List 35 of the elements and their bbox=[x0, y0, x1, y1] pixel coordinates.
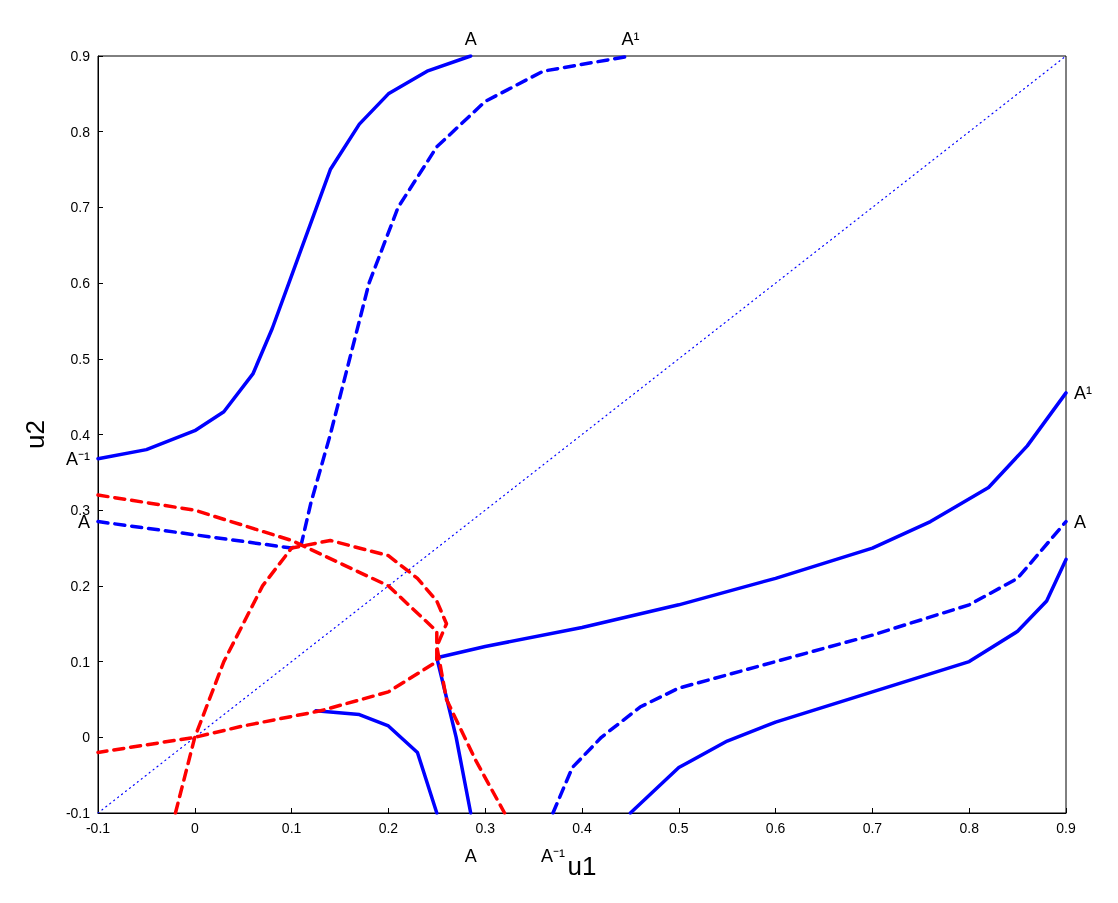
y-tick-label: 0.4 bbox=[70, 426, 91, 443]
x-tick-label: 0.2 bbox=[378, 820, 399, 836]
y-tick-label: 0.1 bbox=[70, 653, 91, 670]
x-tick-label: 0.6 bbox=[765, 820, 786, 836]
x-tick-label: 0.3 bbox=[475, 820, 496, 836]
x-axis-title: u1 bbox=[567, 851, 597, 881]
annotation: A⁻¹ bbox=[66, 448, 91, 469]
x-tick-label: 0.7 bbox=[862, 820, 883, 836]
y-tick-label: 0 bbox=[82, 729, 91, 746]
annotation: A bbox=[464, 846, 477, 866]
y-tick-label: 0.7 bbox=[70, 199, 91, 216]
annotation: A bbox=[464, 29, 477, 49]
annotation: A bbox=[1074, 511, 1087, 532]
y-tick-label: 0.5 bbox=[70, 350, 91, 367]
x-tick-label: 0.1 bbox=[281, 820, 302, 836]
annotation: A¹ bbox=[1074, 382, 1093, 403]
x-tick-label: 0.9 bbox=[1056, 820, 1076, 836]
line-series bbox=[96, 54, 473, 461]
x-tick-label: 0 bbox=[190, 820, 199, 836]
x-tick-label: 0.4 bbox=[572, 820, 592, 836]
y-tick-label: 0.9 bbox=[70, 48, 91, 64]
annotation: A⁻¹ bbox=[540, 846, 565, 866]
x-tick-label: 0.8 bbox=[959, 820, 980, 836]
y-tick-label: 0.6 bbox=[70, 275, 91, 292]
y-tick-label: 0.8 bbox=[70, 123, 91, 140]
y-axis-title: u2 bbox=[20, 420, 50, 449]
x-tick-label: -0.1 bbox=[85, 820, 111, 836]
x-tick-label: 0.5 bbox=[669, 820, 689, 836]
annotation: A¹ bbox=[621, 29, 640, 49]
line-series bbox=[435, 391, 1068, 815]
line-series bbox=[628, 557, 1068, 815]
y-tick-label: 0.2 bbox=[70, 577, 91, 594]
line-series bbox=[551, 519, 1068, 815]
line-series bbox=[314, 709, 439, 815]
y-tick-label: -0.1 bbox=[65, 805, 91, 821]
